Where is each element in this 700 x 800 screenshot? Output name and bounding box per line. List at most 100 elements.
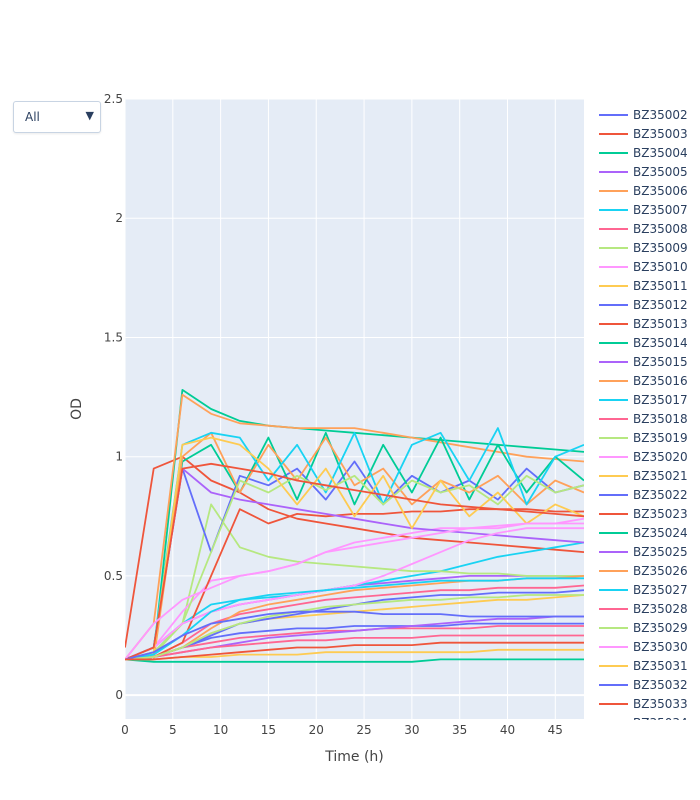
- x-tick-label: 40: [500, 723, 515, 737]
- x-axis-title: Time (h): [324, 749, 384, 765]
- legend-item[interactable]: BZ35023: [599, 507, 688, 521]
- series-line: [125, 648, 584, 661]
- legend-label: BZ35024: [633, 526, 688, 540]
- axis-ticks: 0 5 10 15 20 25 30 35 40 45 0 0.5 1 1.5 2 2.5: [104, 92, 563, 737]
- series-line: [125, 594, 584, 661]
- legend-label: BZ35029: [633, 621, 688, 635]
- legend-item[interactable]: BZ35017: [599, 393, 688, 407]
- legend-item[interactable]: BZ35026: [599, 564, 688, 578]
- legend-item[interactable]: BZ35011: [599, 279, 688, 293]
- series-line: [125, 577, 584, 661]
- legend-label: BZ35008: [633, 222, 688, 236]
- legend-label: BZ35023: [633, 507, 688, 521]
- x-tick-label: 45: [548, 723, 563, 737]
- legend: BZ35002 BZ35003 BZ35004 BZ35005 BZ35006 BZ350…: [599, 108, 688, 730]
- series-line: [125, 427, 584, 661]
- x-tick-label: 15: [261, 723, 276, 737]
- legend-item[interactable]: BZ35006: [599, 184, 688, 198]
- legend-label: BZ35010: [633, 260, 688, 274]
- legend-item[interactable]: BZ35018: [599, 412, 688, 426]
- series-line: [125, 622, 584, 661]
- legend-item[interactable]: BZ35019: [599, 431, 688, 445]
- legend-label: BZ35004: [633, 146, 688, 160]
- legend-item[interactable]: BZ35016: [599, 374, 688, 388]
- y-tick-label: 1: [115, 450, 123, 464]
- series-line: [125, 436, 584, 661]
- legend-label: BZ35019: [633, 431, 688, 445]
- x-tick-label: 5: [169, 723, 177, 737]
- legend-label: BZ35022: [633, 488, 688, 502]
- legend-item[interactable]: BZ35020: [599, 450, 688, 464]
- legend-label: BZ35034: [633, 716, 688, 730]
- legend-label: BZ35033: [633, 697, 688, 711]
- legend-label: BZ35005: [633, 165, 688, 179]
- y-tick-label: 0: [115, 688, 123, 702]
- x-tick-label: 35: [452, 723, 467, 737]
- legend-item[interactable]: BZ35012: [599, 298, 688, 312]
- legend-item[interactable]: BZ35015: [599, 355, 688, 369]
- series-line: [125, 503, 584, 661]
- legend-label: BZ35031: [633, 659, 688, 673]
- legend-label: BZ35026: [633, 564, 688, 578]
- series-line: [125, 455, 584, 648]
- legend-item[interactable]: BZ35008: [599, 222, 688, 236]
- legend-label: BZ35009: [633, 241, 688, 255]
- legend-item[interactable]: BZ35027: [599, 583, 688, 597]
- legend-item[interactable]: BZ35005: [599, 165, 688, 179]
- series-line: [125, 641, 584, 661]
- legend-item[interactable]: BZ35031: [599, 659, 688, 673]
- y-tick-label: 1.5: [104, 330, 123, 344]
- legend-item[interactable]: BZ35032: [599, 678, 688, 692]
- series-line: [125, 462, 584, 661]
- series-line: [125, 517, 584, 660]
- legend-item[interactable]: BZ35003: [599, 127, 688, 141]
- legend-label: BZ35017: [633, 393, 688, 407]
- series-line: [125, 610, 584, 661]
- legend-item[interactable]: BZ35029: [599, 621, 688, 635]
- legend-item[interactable]: BZ35007: [599, 203, 688, 217]
- legend-item[interactable]: BZ35033: [599, 697, 688, 711]
- legend-label: BZ35003: [633, 127, 688, 141]
- legend-item[interactable]: BZ35009: [599, 241, 688, 255]
- legend-item[interactable]: BZ35010: [599, 260, 688, 274]
- legend-item[interactable]: BZ35002: [599, 108, 688, 122]
- legend-label: BZ35025: [633, 545, 688, 559]
- y-tick-label: 2.5: [104, 92, 123, 106]
- legend-item[interactable]: BZ35004: [599, 146, 688, 160]
- y-tick-label: 0.5: [104, 569, 123, 583]
- chevron-down-icon: ▼: [85, 109, 94, 122]
- legend-label: BZ35015: [633, 355, 688, 369]
- legend-label: BZ35030: [633, 640, 688, 654]
- legend-label: BZ35032: [633, 678, 688, 692]
- y-tick-label: 2: [115, 211, 123, 225]
- legend-item[interactable]: BZ35024: [599, 526, 688, 540]
- legend-label: BZ35006: [633, 184, 688, 198]
- x-tick-label: 10: [213, 723, 228, 737]
- legend-item[interactable]: BZ35028: [599, 602, 688, 616]
- legend-item[interactable]: BZ35030: [599, 640, 688, 654]
- series-filter-dropdown[interactable]: All ▼: [13, 101, 101, 133]
- x-tick-label: 30: [404, 723, 419, 737]
- legend-item[interactable]: BZ35013: [599, 317, 688, 331]
- legend-label: BZ35013: [633, 317, 688, 331]
- legend-item[interactable]: BZ35022: [599, 488, 688, 502]
- legend-label: BZ35016: [633, 374, 688, 388]
- legend-item[interactable]: BZ35025: [599, 545, 688, 559]
- series-line: [125, 527, 584, 661]
- x-tick-label: 25: [356, 723, 371, 737]
- dropdown-selected-value: All: [25, 110, 40, 124]
- legend-item[interactable]: BZ35014: [599, 336, 688, 350]
- legend-item-truncated: BZ35034: [633, 716, 688, 730]
- x-tick-label: 0: [121, 723, 129, 737]
- legend-label: BZ35007: [633, 203, 688, 217]
- legend-label: BZ35028: [633, 602, 688, 616]
- legend-label: BZ35027: [633, 583, 688, 597]
- legend-label: BZ35011: [633, 279, 688, 293]
- series-line: [125, 460, 584, 661]
- series-lines: [125, 388, 584, 663]
- legend-item[interactable]: BZ35021: [599, 469, 688, 483]
- legend-label: BZ35014: [633, 336, 688, 350]
- legend-label: BZ35020: [633, 450, 688, 464]
- series-line: [125, 467, 584, 661]
